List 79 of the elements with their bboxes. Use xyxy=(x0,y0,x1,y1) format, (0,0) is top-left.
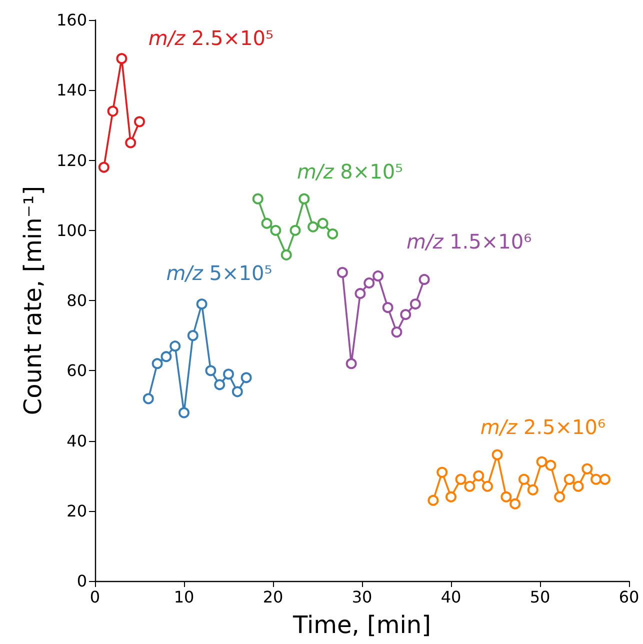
point xyxy=(346,358,357,370)
point xyxy=(178,407,190,418)
point xyxy=(599,474,610,485)
x-tick-label: 30 xyxy=(352,588,372,606)
y-tick-label: 20 xyxy=(66,501,87,520)
point xyxy=(527,484,538,496)
point xyxy=(572,480,584,492)
point xyxy=(270,224,282,236)
point xyxy=(536,456,548,468)
y-tick-label: 60 xyxy=(66,361,87,380)
point xyxy=(290,224,301,236)
x-tick-label: 40 xyxy=(440,588,462,606)
point xyxy=(354,288,366,299)
point xyxy=(436,466,448,478)
point xyxy=(261,218,272,229)
point xyxy=(364,277,375,288)
point xyxy=(590,474,602,485)
point xyxy=(196,298,208,310)
point xyxy=(232,386,243,398)
x-tick-label: 60 xyxy=(618,588,640,606)
point xyxy=(160,351,172,362)
point xyxy=(464,480,476,492)
point xyxy=(107,106,118,117)
series-label: m/z 5×10⁵ xyxy=(166,260,272,285)
point xyxy=(446,491,456,502)
point xyxy=(545,460,556,471)
point xyxy=(280,249,292,260)
point xyxy=(170,340,181,352)
x-tick-label: 50 xyxy=(530,588,550,606)
point xyxy=(336,266,348,278)
point xyxy=(223,368,234,380)
point xyxy=(382,302,394,314)
point xyxy=(308,221,319,232)
point xyxy=(116,53,128,64)
y-tick-label: 0 xyxy=(76,572,87,590)
y-tick-label: 120 xyxy=(56,150,87,170)
x-tick-label: 10 xyxy=(174,588,194,606)
point xyxy=(492,449,503,460)
point xyxy=(500,491,512,502)
point xyxy=(205,365,216,376)
point xyxy=(187,330,198,342)
y-tick-label: 100 xyxy=(56,220,87,240)
y-tick-label: 160 xyxy=(56,10,87,30)
point xyxy=(428,494,439,506)
x-tick-label: 20 xyxy=(262,588,284,606)
point xyxy=(554,491,566,502)
point xyxy=(482,480,493,492)
y-tick-label: 40 xyxy=(66,431,87,450)
point xyxy=(134,116,145,128)
point xyxy=(455,474,466,485)
point xyxy=(400,309,412,320)
series-label: m/z 8×10⁵ xyxy=(297,159,404,184)
y-tick-label: 80 xyxy=(66,291,87,310)
point xyxy=(214,379,226,390)
series-label: m/z 1.5×10⁶ xyxy=(406,229,532,254)
point xyxy=(317,218,328,229)
point xyxy=(125,137,136,148)
point xyxy=(510,498,521,510)
x-tick-label: 0 xyxy=(90,588,100,606)
point xyxy=(142,393,154,404)
point xyxy=(252,193,264,204)
point xyxy=(240,372,252,384)
point xyxy=(152,358,163,370)
y-axis-title: Count rate, [min⁻¹] xyxy=(19,186,47,416)
x-axis-title: Time, [min] xyxy=(292,611,431,639)
point xyxy=(98,162,110,173)
point xyxy=(418,274,430,285)
point xyxy=(327,228,338,240)
point xyxy=(582,463,593,474)
point xyxy=(473,470,484,482)
series-label: m/z 2.5×10⁶ xyxy=(480,415,606,440)
point xyxy=(410,298,421,310)
series-label: m/z 2.5×10⁵ xyxy=(148,26,274,50)
point xyxy=(372,270,384,282)
point xyxy=(298,193,310,204)
y-tick-label: 140 xyxy=(56,80,87,100)
point xyxy=(564,474,575,485)
point xyxy=(391,326,402,338)
point xyxy=(518,474,530,485)
